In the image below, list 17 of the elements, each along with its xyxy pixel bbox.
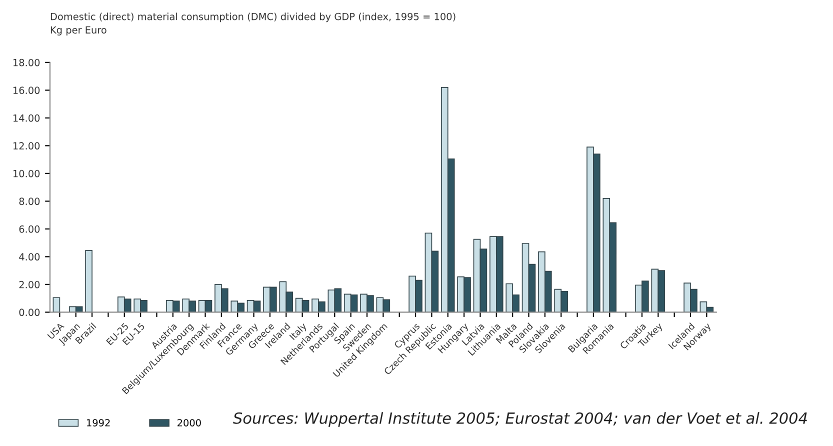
bar [52, 297, 60, 312]
y-tick-label: 2.00 [19, 280, 40, 288]
bar [85, 250, 92, 312]
y-tick-label: 8.00 [19, 198, 40, 206]
y-tick-label: 0.00 [19, 308, 40, 316]
y-tick-label: 4.00 [19, 253, 40, 261]
legend-label: 1992 [87, 419, 110, 426]
y-tick-label: 14.00 [13, 114, 40, 122]
source-note: Sources: Wuppertal Institute 2005; Eurostat 2004; van der Voet et al. 2004 [233, 412, 807, 427]
y-tick-label: 16.00 [13, 86, 40, 94]
y-tick-label: 6.00 [19, 225, 40, 233]
y-tick-label: 10.00 [13, 170, 40, 178]
y-tick-label: 12.00 [13, 142, 40, 150]
legend-label: 2000 [178, 419, 201, 426]
y-axis-title: Kg per Euro [50, 26, 106, 36]
y-tick-label: 18.00 [13, 58, 40, 66]
chart-title: Domestic (direct) material consumption (DMC) divided by GDP (index, 1995 = 100) [50, 12, 456, 22]
